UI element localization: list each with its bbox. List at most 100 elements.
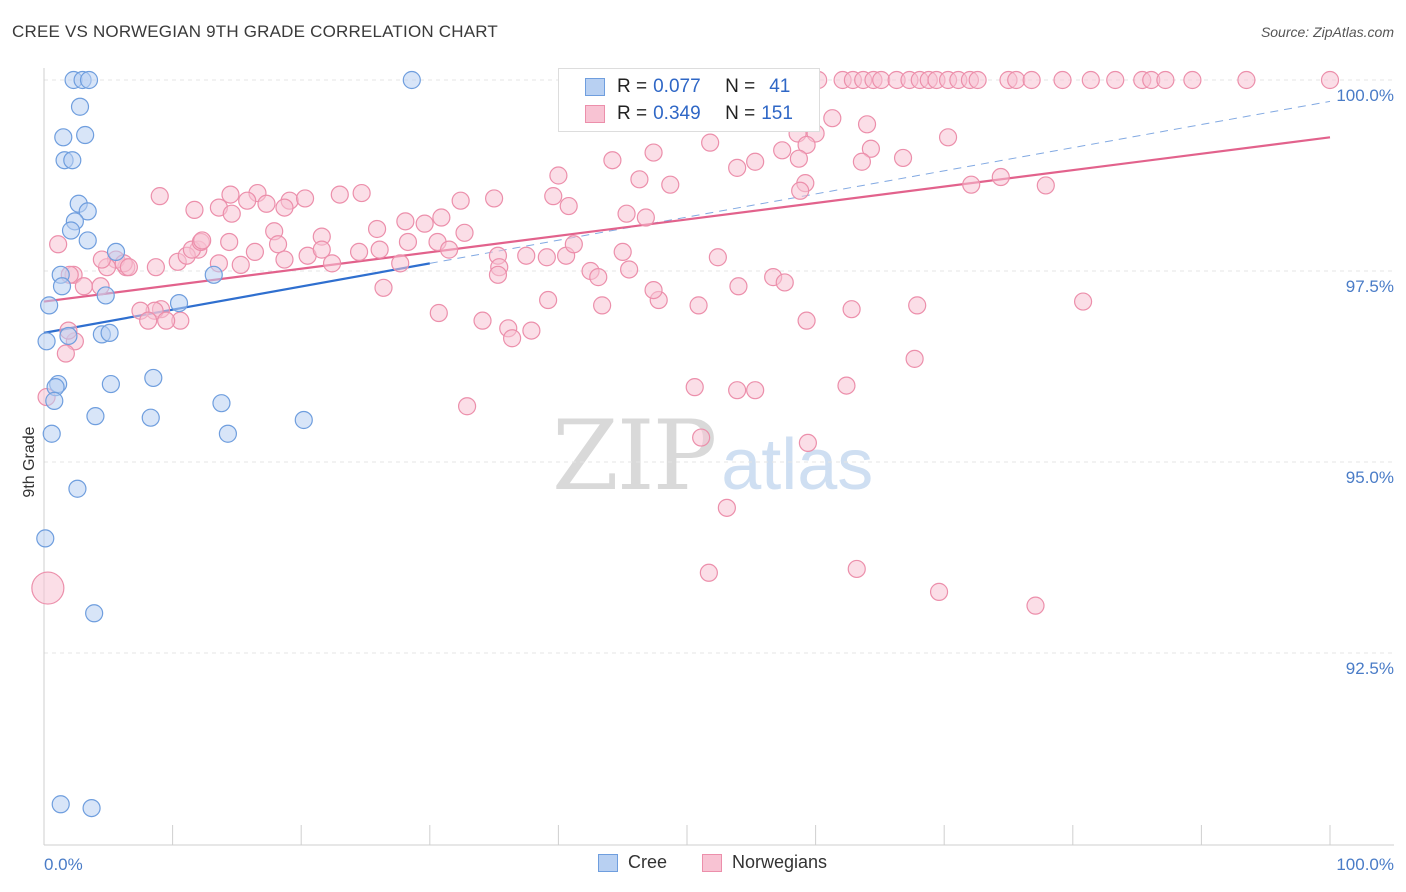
norwegians-point [1183, 70, 1202, 90]
norwegians-swatch-icon [702, 853, 722, 872]
cree-point [79, 70, 99, 90]
norwegians-point [312, 240, 331, 259]
norwegians-point [564, 235, 583, 254]
cree-point [70, 97, 90, 116]
norwegians-point [503, 329, 522, 348]
norwegians-point [451, 191, 470, 210]
norwegians-point [613, 242, 632, 261]
norwegians-point [644, 143, 663, 162]
norwegians-point [157, 311, 176, 330]
cree-point [37, 332, 56, 351]
norwegians-point [231, 255, 250, 274]
cree-point [59, 326, 78, 346]
norwegians-point [797, 311, 816, 330]
norwegians-point [593, 296, 612, 315]
norwegians-point [938, 128, 958, 147]
norwegians-point [374, 278, 393, 297]
norwegians-point [352, 183, 371, 203]
norwegians-point [872, 70, 891, 90]
y-axis-title: 9th Grade [21, 426, 38, 497]
norwegians-point [728, 381, 747, 400]
x-tick-label: 0.0% [44, 855, 83, 874]
norwegians-point [473, 311, 492, 330]
norwegians-point [893, 148, 913, 168]
norwegians-point [775, 273, 794, 292]
norwegians-point [789, 149, 808, 168]
norwegians-point [1237, 70, 1256, 90]
norwegians-point [92, 250, 111, 269]
cree-swatch-icon [585, 78, 605, 96]
norwegians-point [275, 198, 294, 217]
norwegians-point [746, 381, 765, 400]
norwegians-point [537, 248, 556, 267]
data-points [31, 70, 1340, 818]
tick-labels: 92.5% 95.0% 97.5% 100.0% 0.0% 100.0% 9th Grade [21, 86, 1394, 874]
cree-point [141, 408, 160, 427]
norwegians-swatch-icon [585, 105, 605, 123]
norwegians-point [773, 141, 792, 160]
norwegians-point [797, 135, 816, 155]
norwegians-point [396, 212, 415, 231]
norwegians-point [415, 214, 434, 233]
norwegians-point [330, 185, 349, 204]
norwegians-point [245, 242, 265, 261]
cree-point [218, 424, 237, 443]
cree-point [45, 391, 64, 410]
norwegians-point [549, 166, 568, 185]
norwegians-point [1073, 292, 1093, 311]
norwegians-point [49, 235, 68, 254]
norwegians-point [968, 70, 987, 90]
norwegians-point [559, 196, 578, 216]
source-credit: Source: ZipAtlas.com [1260, 24, 1394, 40]
legend-r-value: 0.349 [653, 103, 701, 124]
norwegians-point [257, 194, 276, 213]
watermark-atlas: atlas [721, 425, 874, 505]
bottom-legend-cree: Cree [598, 852, 667, 873]
norwegians-point [221, 185, 240, 204]
norwegians-point [429, 303, 448, 323]
cree-point [78, 202, 97, 221]
norwegians-point [620, 260, 639, 279]
norwegians-point [185, 200, 204, 219]
legend-r-label: R = [617, 103, 648, 124]
bottom-legend-label: Norwegians [732, 852, 828, 872]
cree-point [76, 125, 95, 145]
cree-point [144, 368, 163, 388]
norwegians-point [367, 219, 387, 239]
cree-point [402, 70, 421, 90]
norwegians-point [222, 204, 241, 223]
norwegians-point [644, 281, 663, 300]
norwegians-point [457, 397, 477, 416]
norwegians-point [1156, 70, 1175, 90]
norwegians-point [798, 433, 817, 452]
cree-swatch-icon [598, 853, 618, 872]
legend-row-cree: R = 0.077 N = 41 [585, 75, 790, 99]
norwegians-point [349, 242, 369, 261]
y-tick-label: 92.5% [1346, 659, 1394, 678]
norwegians-point [220, 232, 239, 252]
cree-point [51, 795, 70, 814]
norwegians-point [370, 240, 389, 259]
norwegians-point [1320, 70, 1340, 90]
cree-point [36, 529, 55, 548]
norwegians-trend-line [43, 136, 1331, 303]
legend-r-label: R = [617, 76, 648, 97]
legend-n-label: N = [725, 76, 756, 97]
cree-point [204, 265, 223, 284]
norwegians-point [31, 571, 65, 605]
norwegians-point [689, 296, 708, 315]
norwegians-point [630, 170, 649, 189]
norwegians-point [544, 187, 563, 206]
cree-point [106, 242, 126, 261]
norwegians-point [708, 248, 727, 267]
norwegians-point [268, 235, 288, 254]
norwegians-point [823, 109, 842, 128]
norwegians-point [857, 115, 877, 134]
norwegians-point [74, 277, 93, 296]
norwegians-point [603, 151, 622, 170]
legend-row-norwegians: R = 0.349 N = 151 [585, 102, 793, 126]
norwegians-point [661, 175, 680, 194]
norwegians-point [852, 152, 871, 171]
watermark-zip: ZIP [552, 400, 717, 512]
legend-r-value: 0.077 [653, 76, 701, 97]
